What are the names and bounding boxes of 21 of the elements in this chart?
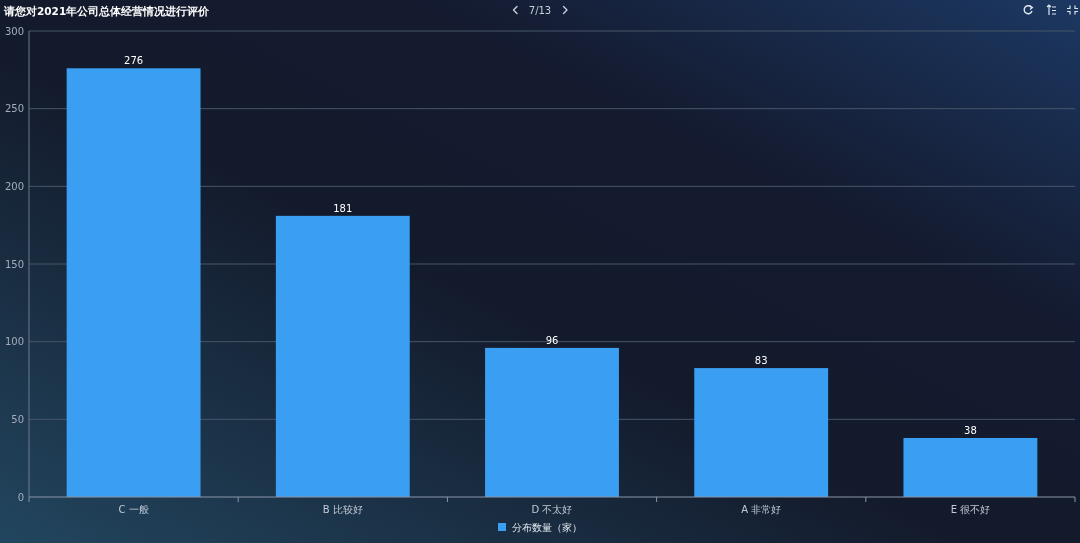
legend: 分布数量（家） <box>498 521 582 533</box>
y-tick-label: 0 <box>17 491 24 503</box>
data-label: 181 <box>333 202 353 214</box>
data-label: 276 <box>124 55 144 67</box>
legend-label: 分布数量（家） <box>512 521 582 533</box>
x-tick-label: C 一般 <box>118 504 149 515</box>
x-tick-label: A 非常好 <box>741 504 782 515</box>
title: 请您对2021年公司总体经营情况进行评价 <box>4 5 210 17</box>
y-tick-label: 200 <box>4 180 24 192</box>
x-tick-label: D 不太好 <box>531 504 573 515</box>
y-tick-label: 100 <box>4 336 24 348</box>
x-tick-label: B 比较好 <box>322 504 363 515</box>
data-label: 96 <box>545 334 559 346</box>
x-tick-label: E 很不好 <box>950 504 991 515</box>
data-label: 38 <box>964 424 977 436</box>
y-tick-label: 250 <box>4 103 24 115</box>
y-tick-label: 50 <box>11 413 24 425</box>
data-label: 83 <box>754 355 768 367</box>
y-tick-label: 150 <box>4 258 24 270</box>
y-tick-label: 300 <box>4 25 24 37</box>
annotation: 7/13 <box>528 5 552 16</box>
